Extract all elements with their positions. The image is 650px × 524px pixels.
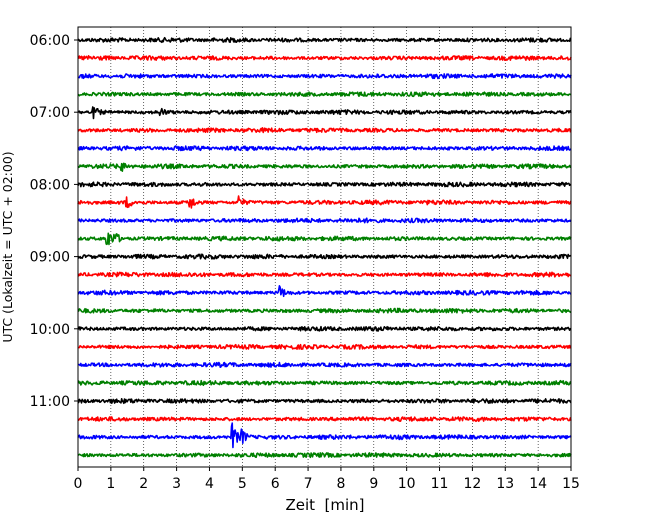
trace-line [77, 195, 572, 209]
trace-line [77, 379, 572, 387]
y-tick-label: 08:00 [30, 177, 70, 193]
plot-area [78, 27, 571, 467]
trace-line [77, 217, 572, 224]
trace-line [77, 127, 572, 134]
trace-line [77, 162, 572, 172]
trace-line [77, 422, 572, 449]
trace-line [77, 285, 572, 298]
x-tick-label: 0 [74, 476, 83, 492]
trace-line [77, 343, 572, 350]
x-tick-label: 8 [336, 476, 345, 492]
trace-line [77, 416, 572, 423]
x-tick-label: 6 [271, 476, 280, 492]
x-tick-label: 3 [172, 476, 181, 492]
trace-line [77, 145, 572, 152]
x-axis: 0 1 2 3 4 5 6 7 8 9 10 11 12 13 14 15 [74, 467, 580, 492]
x-tick-label: 2 [139, 476, 148, 492]
x-tick-label: 5 [238, 476, 247, 492]
trace-line [77, 253, 572, 260]
trace-line [77, 106, 572, 120]
trace-line [77, 91, 572, 98]
x-tick-label: 10 [398, 476, 416, 492]
trace-line [77, 232, 572, 246]
y-tick-label: 10:00 [30, 322, 70, 338]
grid-layer [110, 27, 539, 467]
trace-line [77, 361, 572, 369]
x-tick-label: 14 [529, 476, 547, 492]
trace-line [77, 271, 572, 278]
x-tick-label: 9 [369, 476, 378, 492]
x-axis-label: Zeit [min] [285, 496, 364, 514]
x-tick-label: 4 [205, 476, 214, 492]
trace-line [77, 36, 572, 44]
x-tick-label: 12 [463, 476, 481, 492]
y-tick-label: 09:00 [30, 250, 70, 266]
y-tick-label: 11:00 [30, 394, 70, 410]
trace-line [77, 73, 572, 80]
trace-line [77, 307, 572, 314]
y-tick-label: 07:00 [30, 105, 70, 121]
trace-line [77, 325, 572, 332]
plot-frame [77, 26, 572, 468]
x-tick-label: 11 [431, 476, 449, 492]
x-tick-label: 7 [304, 476, 313, 492]
x-tick-label: 1 [106, 476, 115, 492]
y-axis: 06:00 07:00 08:00 09:00 10:00 11:00 [30, 33, 78, 410]
y-axis-label: UTC (Lokalzeit = UTC + 02:00) [0, 151, 15, 342]
trace-line [77, 181, 572, 188]
trace-line [77, 452, 572, 459]
y-tick-label: 06:00 [30, 33, 70, 49]
trace-line [77, 55, 572, 62]
x-tick-label: 15 [562, 476, 580, 492]
trace-layer [77, 36, 572, 459]
trace-line [77, 397, 572, 405]
x-tick-label: 13 [496, 476, 514, 492]
